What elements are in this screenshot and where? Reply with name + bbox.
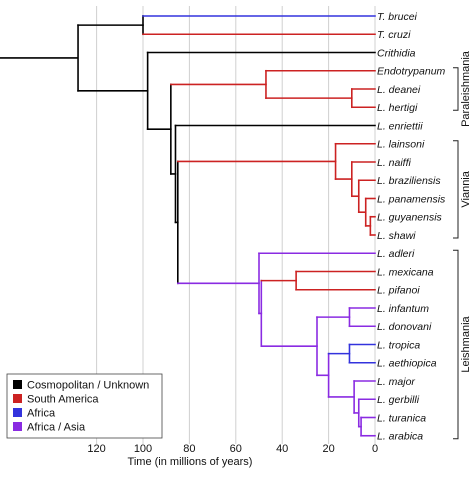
x-tick-label: 60 xyxy=(230,443,242,455)
legend-label: Africa / Asia xyxy=(27,422,86,434)
taxon-label: Crithidia xyxy=(377,47,416,59)
clade-bracket xyxy=(453,140,459,239)
x-tick-label: 20 xyxy=(322,443,334,455)
taxon-label: L. aethiopica xyxy=(377,358,437,370)
taxon-labels: T. brucei T. cruzi Crithidia Endotrypanum L.… xyxy=(377,11,446,443)
taxon-label: L. hertigi xyxy=(377,102,418,114)
taxon-label: L. lainsoni xyxy=(377,139,425,151)
taxon-label: L. pifanoi xyxy=(377,285,420,297)
taxon-label: L. adleri xyxy=(377,248,415,260)
taxon-label: T. brucei xyxy=(377,11,418,23)
legend-swatch xyxy=(13,394,22,403)
taxon-label: L. deanei xyxy=(377,84,421,96)
clade-label: Viannia xyxy=(460,170,472,207)
x-tick-label: 40 xyxy=(276,443,288,455)
taxon-label: L. major xyxy=(377,376,415,388)
taxon-label: L. infantum xyxy=(377,303,429,315)
clade-bracket xyxy=(453,67,459,111)
legend-label: South America xyxy=(27,394,99,406)
x-axis: Time (in millions of years) 120 100 80 60 40… xyxy=(87,443,378,468)
taxon-label: L. panamensis xyxy=(377,193,446,205)
clade-brackets: Paraleishmania Viannia Leishmania xyxy=(453,50,472,440)
x-tick-label: 0 xyxy=(372,443,378,455)
clade-label: Leishmania xyxy=(460,315,472,372)
taxon-label: T. cruzi xyxy=(377,29,411,41)
legend-label: Africa xyxy=(27,408,56,420)
x-axis-title: Time (in millions of years) xyxy=(128,456,253,468)
branches xyxy=(0,15,376,437)
taxon-label: L. guyanensis xyxy=(377,212,443,224)
legend-label: Cosmopolitan / Unknown xyxy=(27,380,149,392)
legend-swatch xyxy=(13,380,22,389)
taxon-label: L. shawi xyxy=(377,230,416,242)
clade-label: Paraleishmania xyxy=(460,50,472,127)
taxon-label: L. braziliensis xyxy=(377,175,441,187)
taxon-label: L. tropica xyxy=(377,339,420,351)
x-tick-label: 120 xyxy=(87,443,105,455)
x-tick-label: 100 xyxy=(134,443,152,455)
legend-swatch xyxy=(13,422,22,431)
taxon-label: Endotrypanum xyxy=(377,66,446,78)
taxon-label: L. enriettii xyxy=(377,120,423,132)
taxon-label: L. arabica xyxy=(377,431,423,443)
legend-swatch xyxy=(13,408,22,417)
legend-box xyxy=(6,373,163,439)
legend: Cosmopolitan / Unknown South America Afric… xyxy=(6,373,163,439)
clade-bracket xyxy=(453,249,459,440)
taxon-label: L. gerbilli xyxy=(377,394,420,406)
x-tick-label: 80 xyxy=(183,443,195,455)
taxon-label: L. mexicana xyxy=(377,266,434,278)
taxon-label: L. turanica xyxy=(377,412,426,424)
taxon-label: L. donovani xyxy=(377,321,432,333)
taxon-label: L. naiffi xyxy=(377,157,412,169)
